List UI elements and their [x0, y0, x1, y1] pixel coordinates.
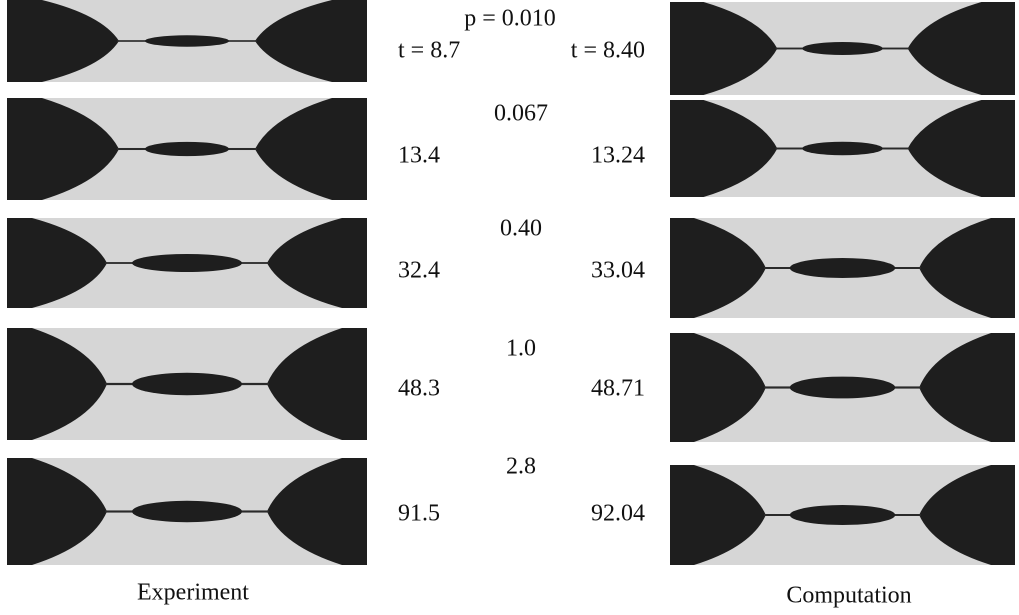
experiment-image [7, 0, 367, 82]
computation-image [670, 465, 1015, 565]
experiment-image [7, 328, 367, 440]
t-computation: t = 8.40 [571, 38, 645, 64]
t-experiment: t = 8.7 [398, 38, 460, 64]
p-label: 0.067 [494, 101, 548, 127]
caption: Computation [786, 583, 911, 609]
p-label: p = 0.010 [464, 6, 556, 32]
t-computation: 48.71 [591, 376, 645, 402]
p-label: 1.0 [506, 336, 536, 362]
t-experiment: 13.4 [398, 143, 440, 169]
t-computation: 33.04 [591, 258, 645, 284]
computation-image [670, 2, 1015, 95]
computation-image [670, 333, 1015, 442]
figure: p = 0.010 t = 8.7 t = 8.40 0.067 13.4 13… [0, 0, 1019, 610]
experiment-image [7, 98, 367, 200]
t-experiment: 32.4 [398, 258, 440, 284]
experiment-image [7, 458, 367, 565]
caption: Experiment [137, 580, 249, 606]
t-experiment: 48.3 [398, 376, 440, 402]
computation-image [670, 218, 1015, 318]
experiment-image [7, 218, 367, 308]
p-label: 2.8 [506, 454, 536, 480]
t-computation: 13.24 [591, 143, 645, 169]
t-computation: 92.04 [591, 501, 645, 527]
t-experiment: 91.5 [398, 501, 440, 527]
p-label: 0.40 [500, 216, 542, 242]
computation-image [670, 100, 1015, 197]
